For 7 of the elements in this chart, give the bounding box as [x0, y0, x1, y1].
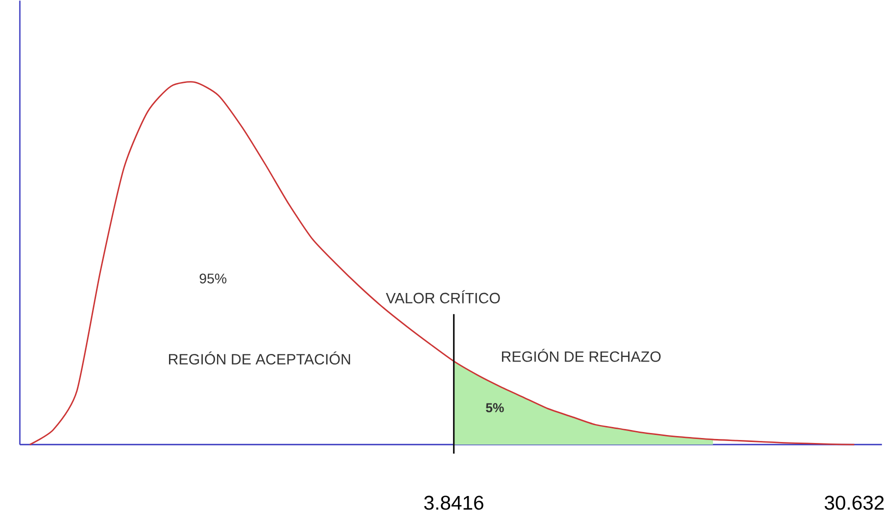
x-tick-label: 3.8416 [424, 496, 484, 510]
annotation: 5% [486, 403, 504, 412]
x-tick-label: 30.632 [824, 496, 884, 510]
ref-line-label: VALOR CRÍTICO [386, 290, 500, 304]
annotation: REGIÓN DE RECHAZO [502, 348, 661, 362]
annotation: REGIÓN DE ACEPTACIÓN [168, 351, 350, 365]
annotation: 95% [200, 274, 226, 284]
